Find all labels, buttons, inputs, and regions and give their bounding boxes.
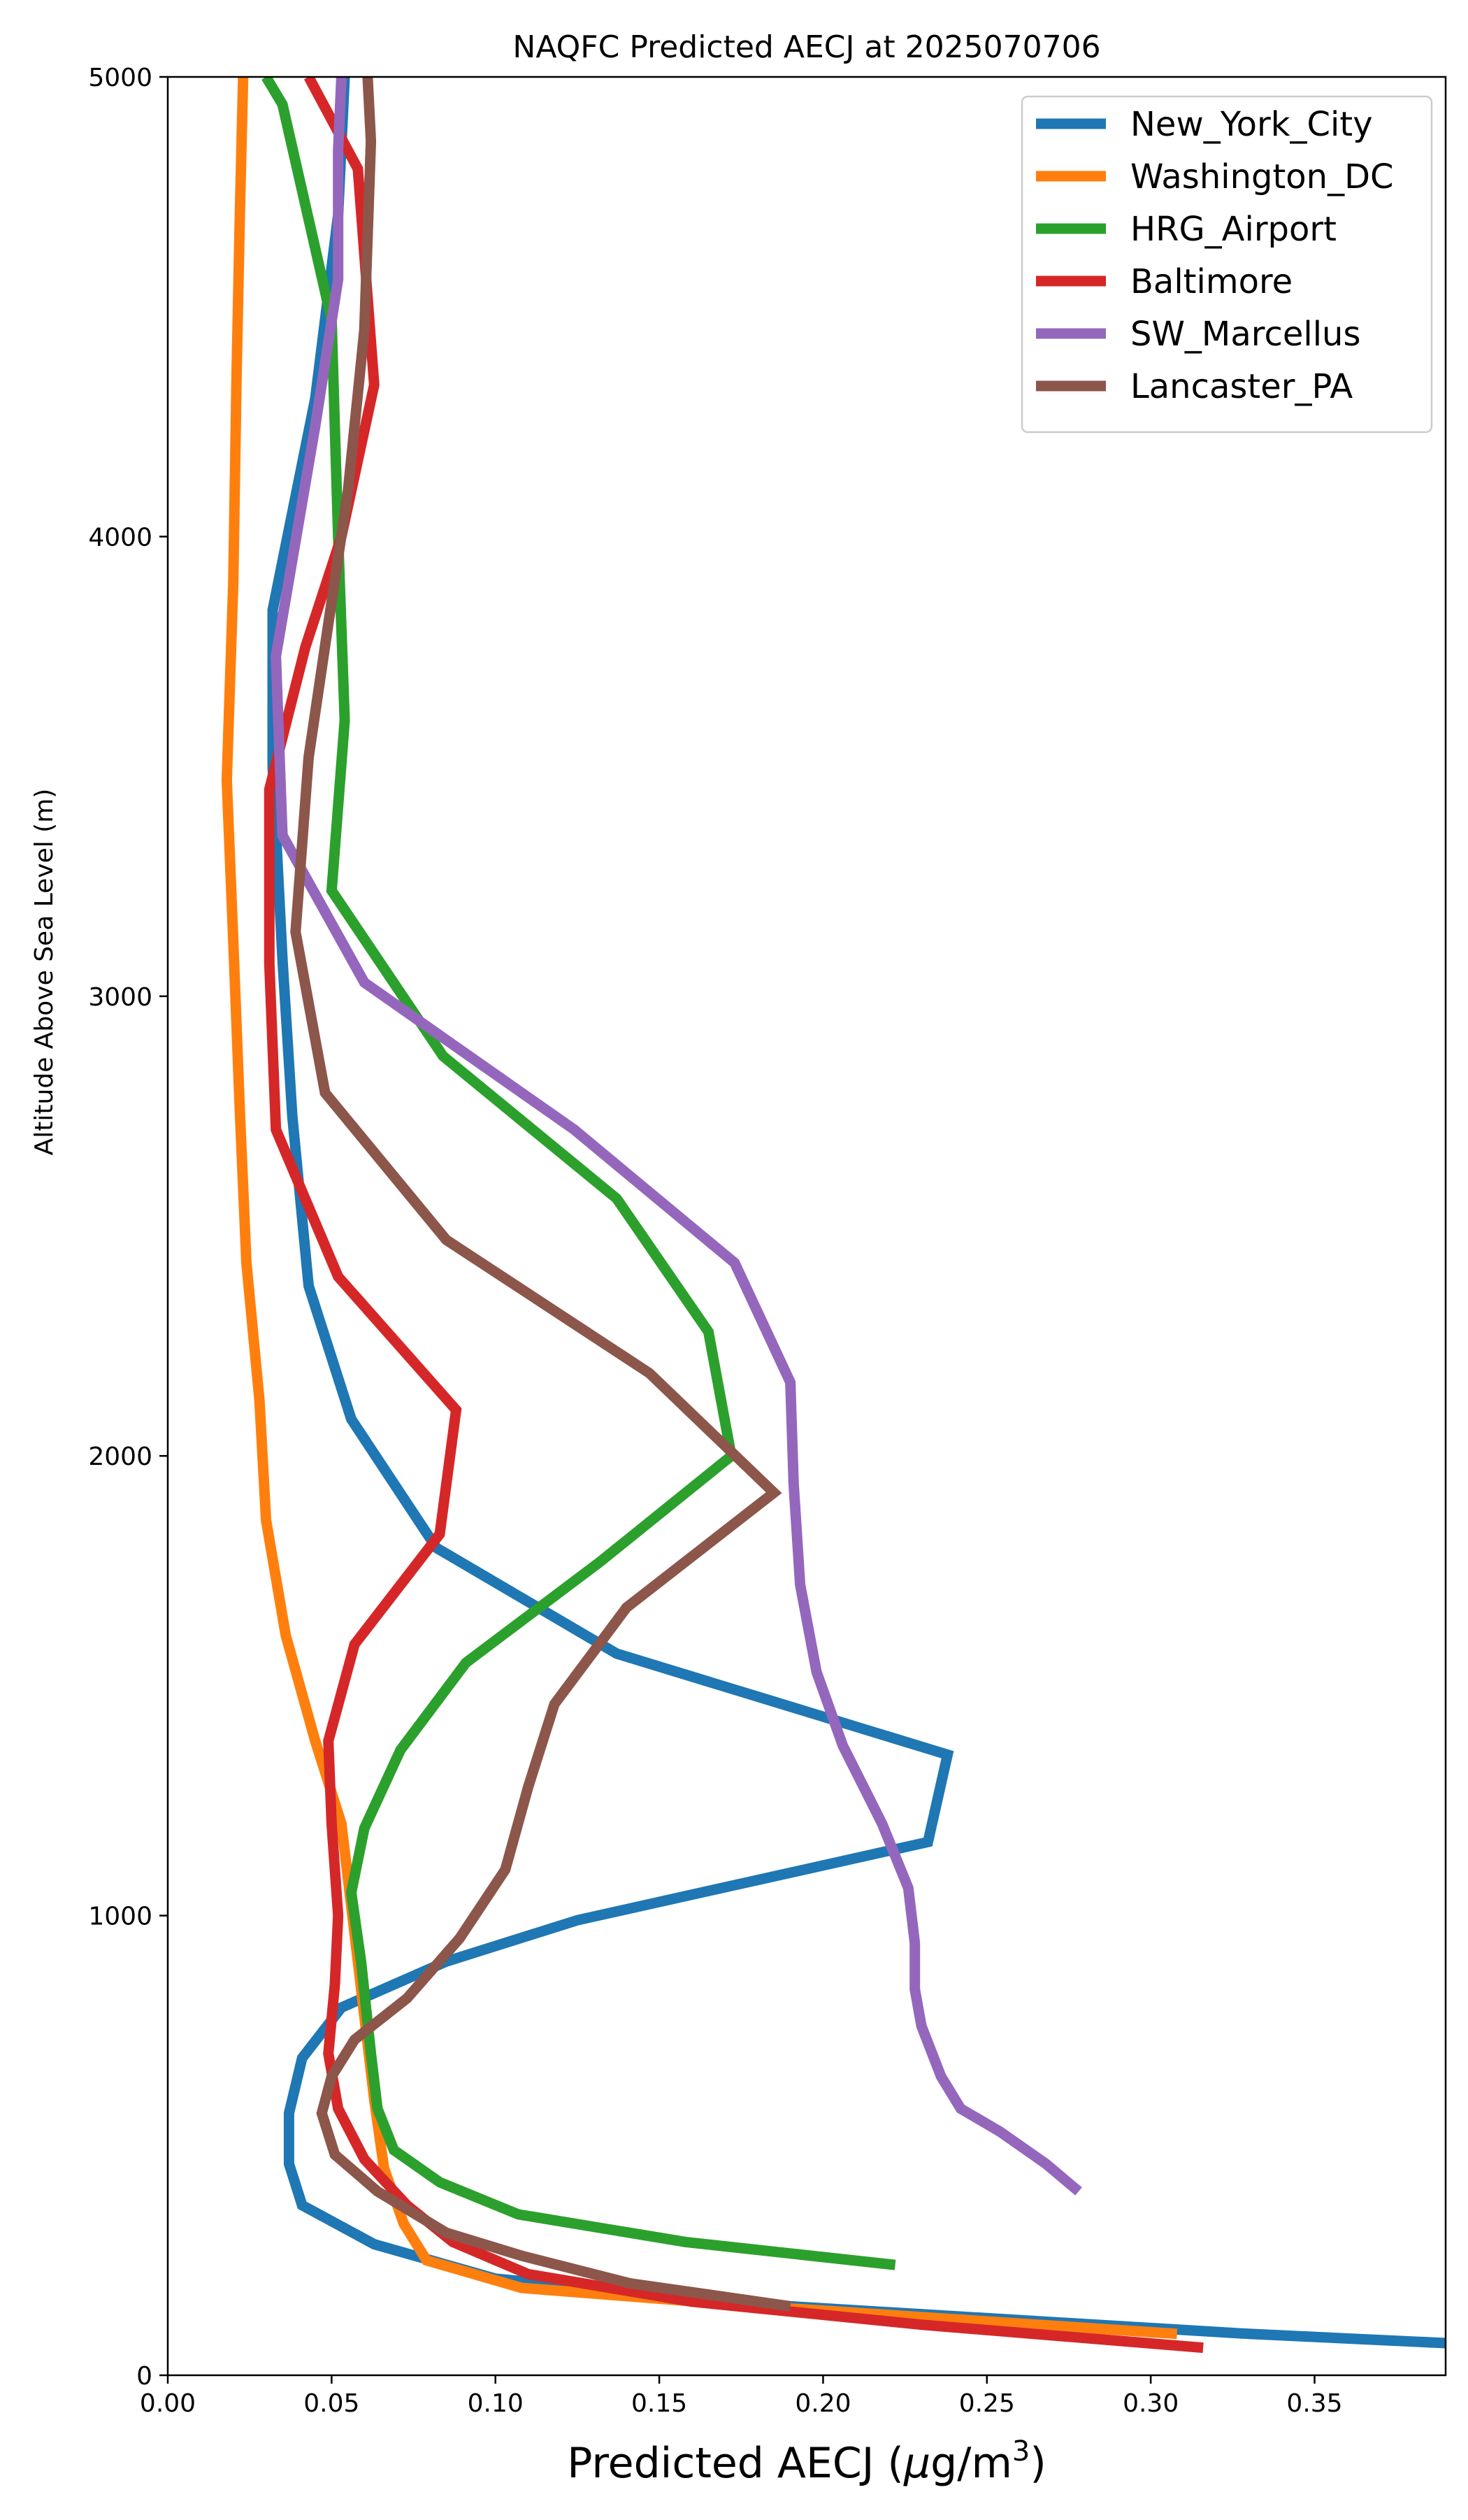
x-tick-label: 0.30 <box>1123 2389 1179 2418</box>
legend-label: HRG_Airport <box>1130 210 1337 249</box>
series-line-SW_Marcellus <box>271 77 1082 2196</box>
legend-frame <box>1021 95 1433 434</box>
legend-label: New_York_City <box>1130 105 1373 144</box>
legend-label: Lancaster_PA <box>1130 367 1353 406</box>
x-axis-label: Predicted AECJ (μg/m3) <box>567 2435 1046 2488</box>
series-line-Washington_DC <box>221 77 1178 2340</box>
x-tick-label: 0.05 <box>303 2389 359 2418</box>
x-tick-label: 0.15 <box>631 2389 687 2418</box>
legend-label: SW_Marcellus <box>1130 315 1360 354</box>
y-tick-label: 0 <box>136 2362 152 2391</box>
axis-ticks: 0.00 0.05 0.10 0.15 0.20 0.25 0.30 0.35 0 1000 200… <box>88 64 1342 2418</box>
x-tick-label: 0.35 <box>1286 2389 1342 2418</box>
series-line-Baltimore <box>264 77 1204 2354</box>
series-lines <box>221 77 1446 2354</box>
x-tick-label: 0.20 <box>795 2389 851 2418</box>
x-tick-label: 0.00 <box>140 2389 196 2418</box>
y-tick-label: 4000 <box>88 523 152 552</box>
x-axis-label-unit: g/m <box>930 2439 1012 2488</box>
x-tick-label: 0.10 <box>468 2389 524 2418</box>
y-axis-label: Altitude Above Sea Level (m) <box>30 789 59 1156</box>
x-tick-label: 0.25 <box>959 2389 1015 2418</box>
y-tick-label: 3000 <box>88 983 152 1012</box>
series-line-Lancaster_PA <box>290 77 791 2312</box>
y-tick-label: 5000 <box>88 64 152 92</box>
series-line-HRG_Airport <box>261 77 896 2270</box>
y-tick-label: 2000 <box>88 1442 152 1471</box>
x-axis-label-close: ) <box>1030 2439 1046 2488</box>
x-axis-label-mu: μ <box>903 2439 930 2488</box>
legend-label: Baltimore <box>1130 262 1293 301</box>
chart-title: NAQFC Predicted AECJ at 2025070706 <box>512 29 1100 65</box>
legend: New_York_City Washington_DC HRG_Airport Bal… <box>1021 95 1433 434</box>
y-tick-label: 1000 <box>88 1903 152 1931</box>
plot-frame <box>166 76 1447 2377</box>
legend-label: Washington_DC <box>1130 157 1394 196</box>
x-axis-label-exponent: 3 <box>1012 2435 1030 2468</box>
x-axis-label-main: Predicted AECJ ( <box>567 2439 904 2488</box>
